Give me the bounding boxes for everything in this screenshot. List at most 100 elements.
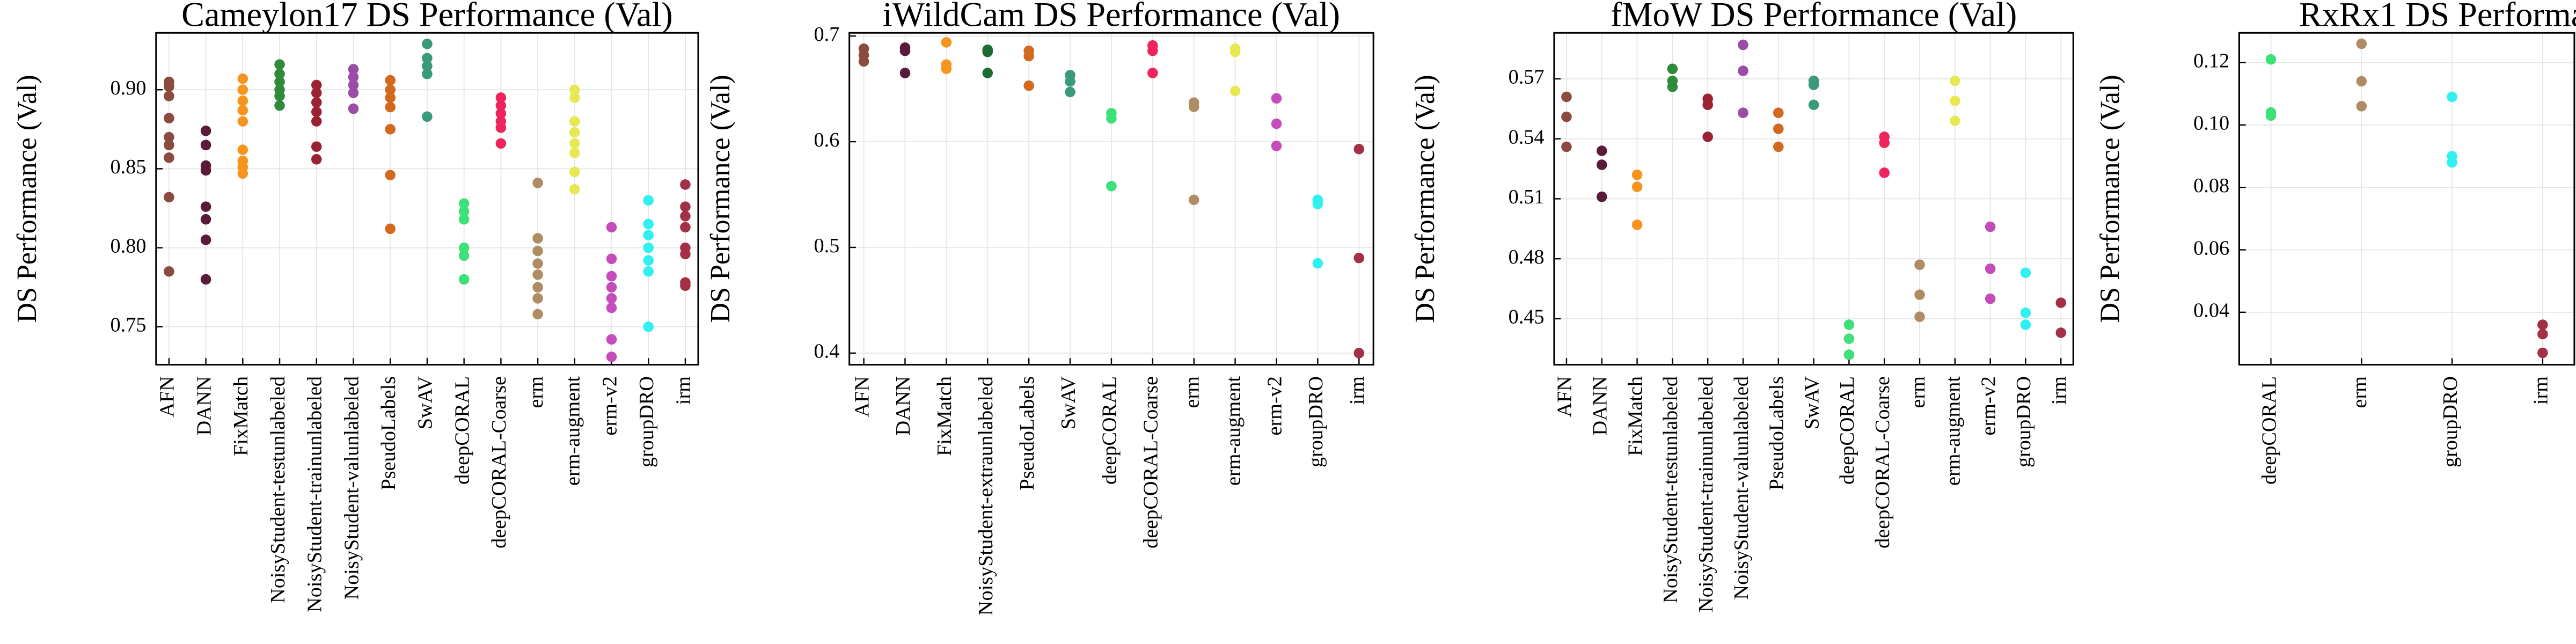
y-tick-label: 0.51 <box>1509 186 1545 208</box>
point <box>1271 141 1282 151</box>
point <box>495 100 507 111</box>
x-tick-label: AFN <box>156 376 179 418</box>
x-tick-label: deepCORAL <box>1099 376 1121 485</box>
point <box>569 166 580 178</box>
point <box>1271 118 1282 129</box>
point <box>274 59 285 70</box>
point <box>385 101 396 113</box>
x-tick-label: deepCORAL-Coarse <box>1140 376 1162 548</box>
point <box>237 144 248 155</box>
point <box>1843 333 1855 344</box>
point <box>1879 167 1890 178</box>
x-tick-label: erm <box>1181 376 1203 408</box>
point <box>164 140 174 151</box>
y-axis-label: DS Performance (Val) <box>12 75 42 323</box>
x-tick-label: irm <box>2530 376 2552 405</box>
point <box>680 201 691 212</box>
point <box>1879 137 1890 148</box>
point <box>311 97 322 108</box>
point <box>643 218 654 230</box>
point <box>569 184 580 195</box>
point <box>532 245 543 257</box>
point <box>532 233 543 244</box>
x-tick-label: erm-augment <box>1222 376 1245 486</box>
x-tick-label: erm-v2 <box>1263 376 1286 435</box>
point <box>1065 86 1075 98</box>
point <box>569 92 580 103</box>
chart-title: iWildCam DS Performance (Val) <box>883 0 1340 33</box>
plot-frame <box>155 32 699 366</box>
x-tick-label: DANN <box>892 376 914 436</box>
point <box>569 84 580 96</box>
point <box>200 140 211 151</box>
point <box>569 116 580 127</box>
point <box>348 64 359 75</box>
point <box>1808 99 1819 111</box>
point <box>200 274 211 285</box>
point <box>532 282 543 293</box>
point <box>237 96 248 106</box>
y-tick-label: 0.4 <box>814 340 839 363</box>
y-tick-label: 0.06 <box>2193 237 2229 259</box>
point <box>982 46 993 57</box>
point <box>532 309 543 320</box>
point <box>274 76 285 87</box>
y-tick-label: 0.90 <box>111 77 147 99</box>
point <box>1106 180 1117 192</box>
point <box>1230 46 1241 57</box>
point <box>274 68 285 79</box>
point <box>1353 144 1365 155</box>
y-axis-label: DS Performance (Val) <box>705 75 736 323</box>
point <box>1188 194 1199 206</box>
x-tick-label: erm <box>1907 376 1929 408</box>
point <box>1808 79 1819 90</box>
point <box>680 179 691 190</box>
x-tick-label: DANN <box>193 376 215 436</box>
point <box>1843 319 1855 330</box>
point <box>2265 110 2277 121</box>
point <box>1353 252 1365 264</box>
point <box>1023 50 1034 62</box>
point <box>458 242 470 253</box>
point <box>422 111 433 122</box>
point <box>2055 327 2067 338</box>
chart-title: RxRx1 DS Performance (Val) <box>2299 0 2576 33</box>
point <box>1702 99 1713 111</box>
point <box>1271 93 1282 104</box>
x-tick-label: NoisyStudent-trainunlabeled <box>304 376 326 612</box>
point <box>1667 63 1678 75</box>
x-tick-label: PseudoLabels <box>1766 376 1788 490</box>
point <box>422 53 433 64</box>
point <box>569 148 580 158</box>
x-tick-label: SwAV <box>1801 376 1823 430</box>
point <box>1738 107 1748 119</box>
point <box>606 293 617 304</box>
point <box>2265 54 2277 65</box>
x-tick-label: deepCORAL <box>451 376 473 485</box>
y-tick-label: 0.10 <box>2193 112 2229 135</box>
x-tick-label: NoisyStudent-extraunlabeled <box>975 376 997 616</box>
point <box>495 108 507 119</box>
point <box>606 270 617 282</box>
point <box>606 352 617 362</box>
point <box>1738 65 1748 76</box>
point <box>200 165 211 176</box>
point <box>2055 297 2067 308</box>
point <box>1312 258 1323 269</box>
chart-title: fMoW DS Performance (Val) <box>1611 0 2017 33</box>
point <box>164 152 174 163</box>
point <box>680 248 691 260</box>
point <box>1773 141 1784 152</box>
point <box>458 250 470 261</box>
point <box>1773 123 1784 134</box>
point <box>1631 169 1643 180</box>
point <box>311 116 322 127</box>
x-tick-label: PseudoLabels <box>1016 376 1038 490</box>
point <box>1561 91 1572 103</box>
point <box>1596 159 1607 170</box>
point <box>164 81 174 92</box>
point <box>1596 145 1607 156</box>
point <box>1950 115 1960 126</box>
point <box>899 68 911 78</box>
x-tick-label: erm <box>2348 376 2371 408</box>
